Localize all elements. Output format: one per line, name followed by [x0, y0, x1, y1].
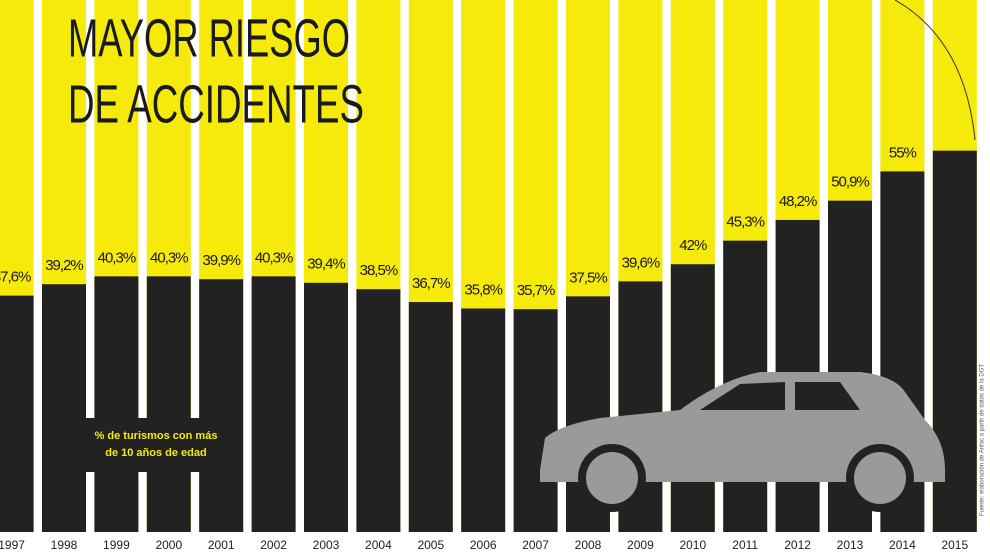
value-label: 36,7%: [412, 275, 450, 292]
bar: [408, 302, 453, 532]
bar: [146, 276, 191, 532]
x-tick-label: 2009: [627, 538, 654, 552]
bar: [94, 276, 139, 532]
bar: [251, 276, 296, 532]
x-tick-label: 2007: [522, 538, 549, 552]
annotation: de 10 años de edad: [105, 447, 206, 459]
car-illustration: [540, 372, 945, 512]
chart-title: MAYOR RIESGO: [68, 8, 350, 68]
value-label: 39,4%: [307, 256, 345, 273]
x-tick-label: 2014: [889, 538, 916, 552]
value-label: 55%: [889, 144, 917, 161]
x-tick-label: 2001: [208, 538, 235, 552]
bar: [0, 295, 34, 532]
value-label: 37,6%: [0, 269, 31, 286]
bar: [513, 309, 558, 532]
x-tick-label: 2004: [365, 538, 392, 552]
value-label: 37,5%: [569, 269, 607, 286]
value-label: 45,3%: [726, 214, 764, 231]
x-tick-label: 2013: [837, 538, 864, 552]
value-label: 39,2%: [45, 257, 83, 274]
x-tick-label: 2006: [470, 538, 497, 552]
value-label: 38,5%: [360, 262, 398, 279]
bar: [42, 284, 86, 532]
x-tick-label: 2003: [313, 538, 340, 552]
x-tick-label: 2002: [260, 538, 287, 552]
bar: [304, 282, 348, 532]
value-label: 40,3%: [98, 249, 136, 266]
annotation-box: [76, 418, 236, 472]
x-tick-label: 2015: [941, 538, 968, 552]
value-label: 40,3%: [150, 249, 188, 266]
annotation: % de turismos con más: [95, 430, 218, 442]
value-label: 35,8%: [464, 281, 502, 298]
x-tick-label: 1999: [103, 538, 130, 552]
value-label: 40,3%: [255, 249, 293, 266]
x-tick-label: 2008: [575, 538, 602, 552]
x-tick-label: 2012: [784, 538, 811, 552]
value-label: 39,6%: [622, 254, 660, 271]
bar: [461, 308, 506, 532]
bar: [199, 279, 244, 532]
x-tick-label: 2010: [679, 538, 706, 552]
decor-arc: [894, 0, 976, 141]
value-label: 48,2%: [779, 193, 817, 210]
x-tick-label: 1998: [51, 538, 78, 552]
x-tick-label: 2005: [417, 538, 444, 552]
bar: [356, 289, 401, 532]
x-tick-label: 1997: [0, 538, 25, 552]
value-label: 42%: [679, 237, 707, 254]
x-tick-label: 2000: [155, 538, 182, 552]
value-label: 50,9%: [831, 174, 869, 191]
x-tick-label: 2011: [732, 538, 758, 552]
source: Fuente: elaboración de Anfac a partir de…: [980, 364, 986, 516]
chart-title: DE ACCIDENTES: [68, 74, 364, 134]
value-label: 35,7%: [517, 282, 555, 299]
value-label: 39,9%: [202, 252, 240, 269]
